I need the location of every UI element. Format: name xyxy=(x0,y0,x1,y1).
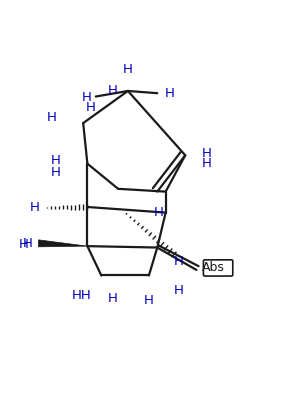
Text: H: H xyxy=(19,238,29,251)
Text: H: H xyxy=(30,201,40,214)
Text: H: H xyxy=(51,154,61,167)
Text: H: H xyxy=(174,255,184,268)
Text: H: H xyxy=(108,292,117,305)
Text: H: H xyxy=(164,87,174,100)
Text: HH: HH xyxy=(72,290,92,302)
Text: H: H xyxy=(154,206,164,218)
Text: H: H xyxy=(123,62,133,76)
Text: H: H xyxy=(86,101,96,114)
FancyBboxPatch shape xyxy=(203,260,233,276)
Text: H: H xyxy=(51,166,61,178)
Text: H: H xyxy=(23,237,33,250)
Text: H: H xyxy=(202,157,212,170)
Text: H: H xyxy=(202,147,212,160)
Polygon shape xyxy=(38,240,87,247)
Text: H: H xyxy=(174,284,184,297)
Text: Abs: Abs xyxy=(202,261,225,274)
Text: H: H xyxy=(82,91,92,104)
Text: H: H xyxy=(144,294,154,307)
Text: H: H xyxy=(47,111,56,124)
Text: H: H xyxy=(108,84,117,97)
